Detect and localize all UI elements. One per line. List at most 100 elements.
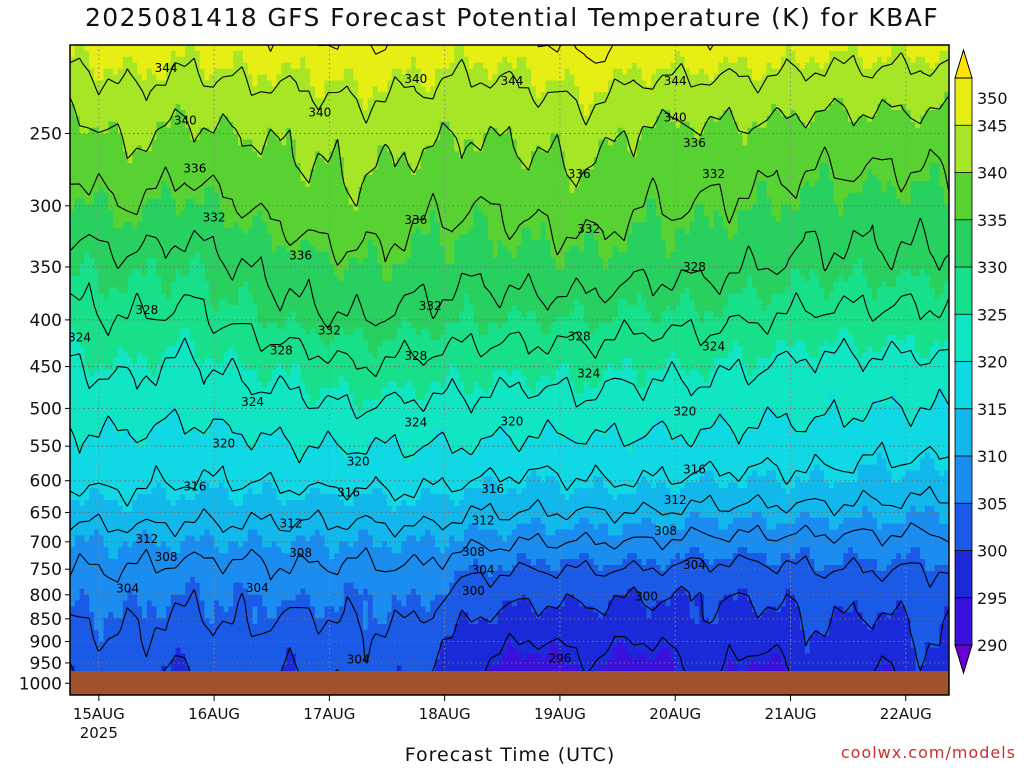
- heatmap-cell: [228, 446, 234, 454]
- heatmap-cell: [89, 452, 95, 460]
- heatmap-cell: [218, 429, 225, 436]
- heatmap-cell: [127, 541, 134, 548]
- heatmap-cell: [209, 45, 215, 52]
- heatmap-cell: [108, 500, 114, 507]
- heatmap-cell: [233, 269, 239, 277]
- heatmap-cell: [271, 559, 278, 566]
- heatmap-cell: [79, 364, 86, 371]
- heatmap-cell: [276, 653, 282, 661]
- heatmap-cell: [170, 234, 177, 241]
- heatmap-cell: [118, 222, 124, 229]
- heatmap-cell: [132, 121, 138, 129]
- heatmap-cell: [247, 588, 254, 596]
- heatmap-cell: [127, 56, 134, 64]
- heatmap-cell: [89, 169, 95, 176]
- heatmap-cell: [98, 251, 105, 259]
- heatmap-cell: [94, 328, 100, 336]
- heatmap-cell: [228, 494, 234, 501]
- heatmap-cell: [166, 175, 172, 182]
- heatmap-cell: [113, 446, 119, 454]
- heatmap-cell: [70, 115, 76, 123]
- heatmap-cell: [271, 192, 278, 200]
- heatmap-cell: [233, 62, 239, 70]
- heatmap-cell: [238, 570, 244, 578]
- heatmap-cell: [185, 635, 191, 643]
- heatmap-cell: [74, 204, 81, 212]
- heatmap-cell: [266, 50, 273, 58]
- heatmap-cell: [190, 641, 196, 649]
- heatmap-cell: [103, 458, 110, 466]
- heatmap-cell: [214, 104, 220, 111]
- heatmap-cell: [156, 494, 162, 501]
- heatmap-cell: [161, 446, 167, 454]
- heatmap-cell: [103, 198, 110, 206]
- heatmap-cell: [194, 210, 201, 217]
- heatmap-cell: [166, 417, 172, 424]
- heatmap-cell: [166, 257, 172, 265]
- heatmap-cell: [132, 269, 138, 277]
- heatmap-cell: [233, 517, 239, 525]
- heatmap-cell: [142, 104, 148, 111]
- heatmap-cell: [132, 163, 138, 170]
- heatmap-cell: [103, 517, 110, 525]
- heatmap-cell: [98, 204, 105, 212]
- heatmap-cell: [252, 346, 258, 353]
- heatmap-cell: [175, 334, 182, 342]
- heatmap-cell: [127, 494, 134, 501]
- heatmap-cell: [262, 121, 268, 129]
- heatmap-cell: [233, 50, 239, 58]
- heatmap-cell: [286, 56, 292, 64]
- heatmap-cell: [89, 399, 95, 407]
- heatmap-cell: [204, 281, 210, 288]
- heatmap-cell: [156, 269, 162, 277]
- heatmap-cell: [281, 62, 287, 70]
- heatmap-cell: [74, 464, 81, 472]
- heatmap-cell: [113, 624, 119, 631]
- heatmap-cell: [242, 375, 249, 383]
- heatmap-cell: [218, 340, 225, 347]
- heatmap-cell: [271, 180, 278, 188]
- heatmap-cell: [286, 169, 292, 176]
- heatmap-cell: [218, 511, 225, 519]
- heatmap-cell: [281, 500, 287, 507]
- heatmap-cell: [98, 334, 105, 342]
- heatmap-cell: [70, 458, 76, 466]
- heatmap-cell: [276, 334, 282, 342]
- heatmap-cell: [137, 251, 143, 259]
- heatmap-cell: [142, 175, 148, 182]
- heatmap-cell: [166, 429, 172, 436]
- heatmap-cell: [242, 541, 249, 548]
- heatmap-cell: [118, 553, 124, 560]
- heatmap-cell: [238, 198, 244, 206]
- heatmap-cell: [214, 635, 220, 643]
- heatmap-cell: [199, 470, 206, 477]
- heatmap-cell: [233, 653, 239, 661]
- heatmap-cell: [98, 216, 105, 223]
- heatmap-cell: [137, 476, 143, 483]
- heatmap-cell: [276, 281, 282, 288]
- heatmap-cell: [94, 299, 100, 306]
- heatmap-cell: [132, 45, 138, 52]
- heatmap-cell: [257, 423, 263, 430]
- heatmap-cell: [238, 470, 244, 477]
- heatmap-cell: [84, 163, 90, 170]
- heatmap-cell: [204, 115, 210, 123]
- heatmap-cell: [247, 517, 254, 525]
- heatmap-cell: [70, 570, 76, 578]
- heatmap-cell: [166, 305, 172, 312]
- heatmap-cell: [180, 186, 186, 194]
- heatmap-cell: [199, 281, 206, 288]
- heatmap-cell: [228, 222, 234, 229]
- heatmap-cell: [122, 316, 129, 324]
- heatmap-cell: [218, 228, 225, 235]
- heatmap-cell: [103, 245, 110, 253]
- heatmap-cell: [247, 56, 254, 64]
- heatmap-cell: [113, 80, 119, 87]
- heatmap-cell: [257, 582, 263, 590]
- heatmap-cell: [271, 612, 278, 619]
- heatmap-cell: [223, 151, 230, 158]
- heatmap-cell: [233, 559, 239, 566]
- heatmap-cell: [209, 405, 215, 412]
- heatmap-cell: [89, 659, 95, 667]
- heatmap-cell: [262, 576, 268, 584]
